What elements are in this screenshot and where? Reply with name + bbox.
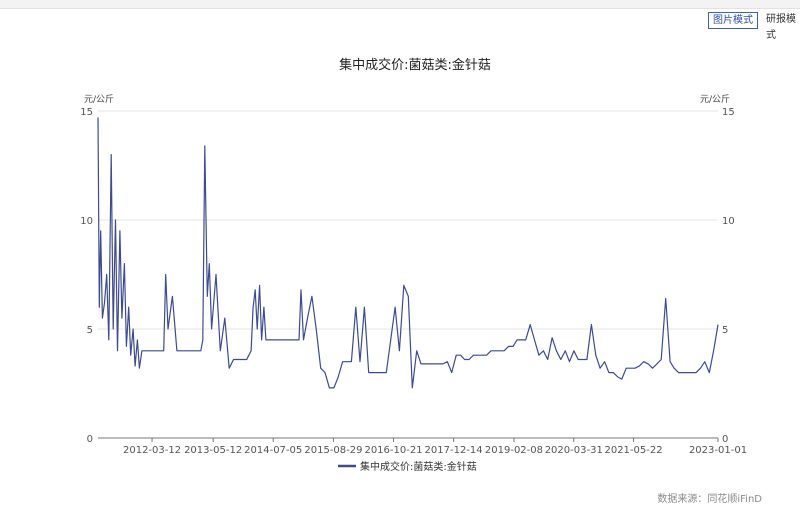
x-tick-label: 2017-12-14 — [425, 445, 483, 456]
x-tick-label: 2012-03-12 — [123, 445, 181, 456]
x-tick-label: 2023-01-01 — [689, 445, 747, 456]
x-tick-label: 2014-07-05 — [244, 445, 302, 456]
x-tick-label: 2015-08-29 — [304, 445, 362, 456]
y-axis-unit-right: 元/公斤 — [700, 94, 730, 105]
series-line — [97, 117, 719, 389]
y-tick-label-right: 0 — [722, 434, 728, 445]
y-tick-label-left: 10 — [80, 216, 93, 227]
x-tick-label: 2019-02-08 — [485, 445, 543, 456]
chart-title: 集中成交价:菌菇类:金针菇 — [339, 57, 491, 73]
x-tick-label: 2013-05-12 — [184, 445, 242, 456]
y-axis-unit-left: 元/公斤 — [84, 94, 114, 105]
x-tick-label: 2021-05-22 — [604, 445, 662, 456]
y-tick-label-right: 10 — [722, 216, 735, 227]
legend-label: 集中成交价:菌菇类:金针菇 — [360, 460, 477, 473]
data-source-label: 数据来源：同花顺iFinD — [657, 494, 762, 505]
y-tick-label-left: 0 — [87, 434, 93, 445]
research-mode-button[interactable]: 研报模式 — [766, 14, 796, 41]
image-mode-button[interactable]: 图片模式 — [708, 12, 758, 29]
y-tick-label-left: 15 — [80, 107, 93, 118]
top-toolbar-strip — [0, 0, 800, 9]
x-tick-label: 2016-10-21 — [364, 445, 422, 456]
x-tick-label: 2020-03-31 — [545, 445, 603, 456]
legend: 集中成交价:菌菇类:金针菇 — [338, 460, 477, 473]
y-tick-label-right: 15 — [722, 107, 735, 118]
y-tick-label-left: 5 — [87, 325, 93, 336]
y-tick-label-right: 5 — [722, 325, 728, 336]
